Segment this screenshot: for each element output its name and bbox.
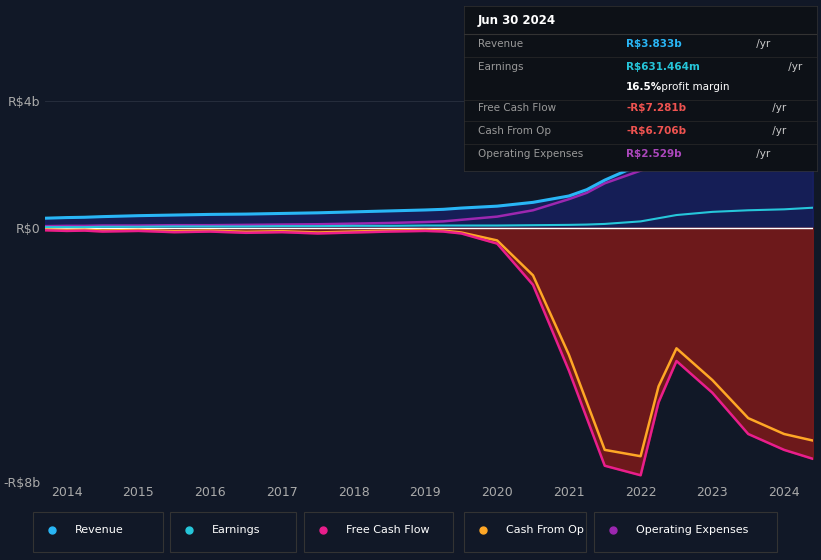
FancyBboxPatch shape [304, 512, 453, 552]
Text: Revenue: Revenue [478, 39, 523, 49]
Text: Operating Expenses: Operating Expenses [636, 525, 749, 535]
Text: R$631.464m: R$631.464m [626, 62, 700, 72]
Text: Free Cash Flow: Free Cash Flow [478, 103, 556, 113]
Text: Free Cash Flow: Free Cash Flow [346, 525, 429, 535]
FancyBboxPatch shape [464, 512, 586, 552]
Text: Jun 30 2024: Jun 30 2024 [478, 14, 556, 27]
FancyBboxPatch shape [594, 512, 777, 552]
Text: 16.5%: 16.5% [626, 82, 663, 92]
Text: R$3.833b: R$3.833b [626, 39, 682, 49]
Text: Revenue: Revenue [75, 525, 124, 535]
Text: /yr: /yr [754, 39, 771, 49]
Text: -R$6.706b: -R$6.706b [626, 126, 686, 136]
Text: Earnings: Earnings [213, 525, 261, 535]
Text: profit margin: profit margin [658, 82, 730, 92]
Text: /yr: /yr [769, 126, 787, 136]
Text: Cash From Op: Cash From Op [507, 525, 584, 535]
FancyBboxPatch shape [170, 512, 296, 552]
Text: R$2.529b: R$2.529b [626, 150, 682, 160]
Text: Operating Expenses: Operating Expenses [478, 150, 583, 160]
Text: /yr: /yr [785, 62, 802, 72]
FancyBboxPatch shape [33, 512, 163, 552]
Text: /yr: /yr [754, 150, 771, 160]
Text: -R$7.281b: -R$7.281b [626, 103, 686, 113]
Text: Cash From Op: Cash From Op [478, 126, 551, 136]
Text: /yr: /yr [769, 103, 787, 113]
Text: Earnings: Earnings [478, 62, 524, 72]
